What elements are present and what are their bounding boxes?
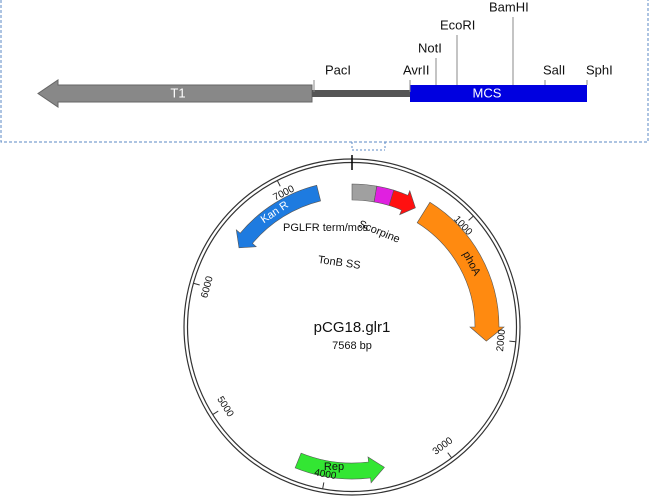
- linear-map-frame: [0, 0, 649, 143]
- site-label: SalI: [543, 62, 565, 77]
- rep-arrow: [294, 452, 385, 484]
- site-label: SphI: [586, 62, 613, 77]
- tick-label: 2000: [495, 328, 508, 352]
- tick-label: 3000: [431, 435, 456, 457]
- tick-mark: [509, 340, 516, 343]
- tick-label: 5000: [214, 395, 235, 420]
- feature-label: T1: [170, 85, 185, 100]
- feature-label: PGLFR term/mcs: [283, 222, 368, 234]
- mcs-block: [410, 85, 587, 102]
- site-label: EcoRI: [440, 17, 475, 32]
- tick-mark: [468, 215, 474, 221]
- feature-label: TonB SS: [317, 254, 361, 272]
- zoom-connector: [351, 142, 386, 151]
- feature-label: Scorpine: [357, 218, 402, 245]
- site-label: BamHI: [489, 0, 529, 14]
- site-lines: [313, 17, 588, 92]
- tick-mark: [447, 452, 453, 459]
- scorpine-arrow: [388, 189, 416, 216]
- tick-mark: [322, 482, 325, 489]
- phoa-arrow: [416, 201, 505, 342]
- site-label: AvrII: [403, 62, 430, 77]
- kanr-arrow: [235, 184, 321, 249]
- tick-label: 4000: [313, 467, 337, 482]
- plasmid-name: pCG18.glr1: [314, 319, 391, 336]
- plasmid-length: 7568 bp: [332, 340, 372, 352]
- tick-mark: [212, 410, 219, 415]
- site-label: PacI: [325, 62, 351, 77]
- backbone: [312, 90, 410, 97]
- tick-mark: [276, 180, 281, 187]
- site-label: NotI: [418, 40, 442, 55]
- pglfr-block: [351, 183, 378, 203]
- feature-label: MCS: [473, 85, 502, 100]
- t1-arrow: [37, 79, 313, 108]
- feature-label: Rep: [324, 461, 344, 473]
- tick-label: 6000: [199, 275, 216, 300]
- tick-mark: [193, 282, 200, 286]
